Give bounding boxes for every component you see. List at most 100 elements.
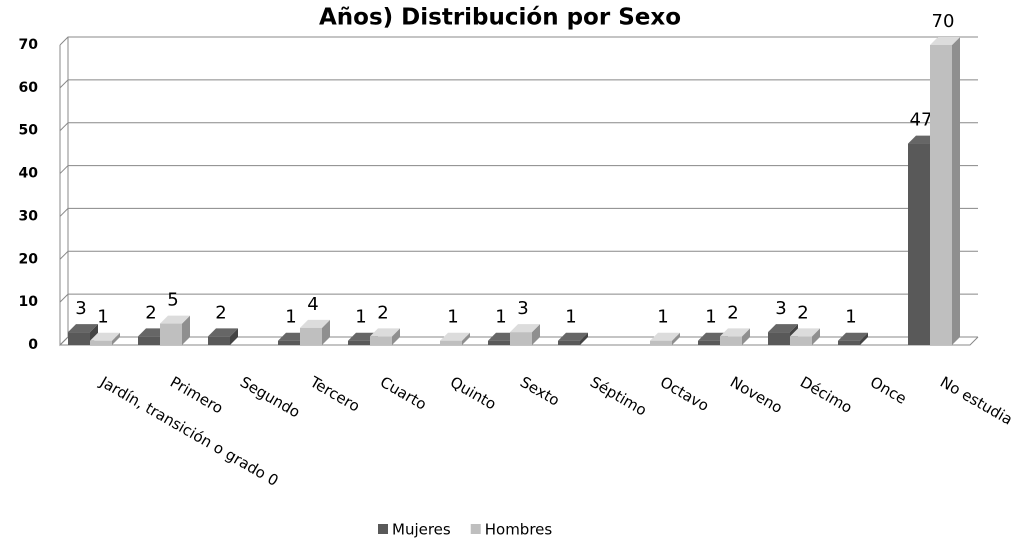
bar-top bbox=[208, 328, 238, 337]
x-tick-label: Quinto bbox=[447, 373, 499, 414]
grid-line bbox=[59, 79, 978, 89]
bar-top bbox=[160, 315, 190, 324]
y-tick-label: 40 bbox=[19, 166, 39, 182]
bar bbox=[160, 315, 190, 345]
bar-front bbox=[90, 340, 112, 345]
chart-title: Años) Distribución por Sexo bbox=[319, 5, 681, 31]
bar-top bbox=[370, 328, 400, 337]
bar-front bbox=[790, 336, 812, 345]
bar-top bbox=[440, 332, 470, 341]
bar-top bbox=[720, 328, 750, 337]
value-label: 3 bbox=[75, 298, 86, 319]
y-tick-label: 10 bbox=[19, 294, 39, 310]
bar bbox=[790, 328, 820, 345]
bar-front bbox=[138, 336, 160, 345]
grid-line bbox=[59, 122, 978, 132]
value-label: 5 bbox=[167, 290, 178, 311]
y-tick-label: 50 bbox=[19, 123, 39, 139]
bar-top bbox=[930, 37, 960, 45]
x-tick-label: Segundo bbox=[237, 373, 303, 422]
bar-side bbox=[392, 328, 400, 345]
value-label: 2 bbox=[145, 302, 156, 323]
bar bbox=[68, 324, 98, 345]
bar-top bbox=[68, 324, 98, 333]
bar-top bbox=[90, 332, 120, 341]
bar-top bbox=[838, 332, 868, 341]
grid-line bbox=[59, 165, 978, 174]
x-tick-label: Cuarto bbox=[377, 373, 430, 414]
value-label: 3 bbox=[517, 298, 528, 319]
x-tick-label: Sexto bbox=[517, 373, 563, 410]
bar bbox=[300, 319, 330, 345]
x-tick-label: Primero bbox=[167, 373, 226, 418]
bar bbox=[720, 328, 750, 345]
x-tick-label: Séptimo bbox=[587, 373, 650, 420]
value-label: 1 bbox=[565, 307, 576, 328]
value-label: 1 bbox=[845, 307, 856, 328]
bar bbox=[90, 332, 120, 345]
bar-side bbox=[230, 328, 238, 345]
bar-side bbox=[952, 37, 960, 345]
bar-front bbox=[720, 336, 742, 345]
bar-front bbox=[300, 327, 322, 345]
value-label: 1 bbox=[705, 307, 716, 328]
value-label: 1 bbox=[495, 307, 506, 328]
bar bbox=[930, 37, 960, 345]
y-tick-label: 0 bbox=[28, 337, 38, 353]
value-label: 2 bbox=[377, 302, 388, 323]
bar-side bbox=[860, 332, 868, 345]
bar-front bbox=[68, 332, 90, 345]
value-label: 4 bbox=[307, 294, 318, 315]
grid-line bbox=[59, 250, 978, 260]
legend-swatch bbox=[470, 524, 481, 534]
value-label: 1 bbox=[285, 307, 296, 328]
value-label: 1 bbox=[355, 307, 366, 328]
bar-front bbox=[698, 340, 720, 345]
value-label: 47 bbox=[910, 110, 933, 131]
bar-top bbox=[768, 324, 798, 333]
value-label: 1 bbox=[657, 307, 668, 328]
bar bbox=[370, 328, 400, 345]
grid-line bbox=[59, 36, 978, 46]
bar bbox=[838, 332, 868, 345]
x-tick-label: No estudia bbox=[937, 373, 1016, 429]
value-label: 2 bbox=[215, 302, 226, 323]
bar bbox=[558, 332, 588, 345]
bar-front bbox=[510, 332, 532, 345]
value-label: 2 bbox=[797, 302, 808, 323]
value-label: 1 bbox=[447, 307, 458, 328]
bar-side bbox=[742, 328, 750, 345]
bar-front bbox=[488, 340, 510, 345]
value-label: 1 bbox=[97, 307, 108, 328]
bar-top bbox=[558, 332, 588, 341]
y-tick-label: 70 bbox=[19, 37, 39, 53]
bar-side bbox=[580, 332, 588, 345]
bar bbox=[208, 328, 238, 345]
bar-top bbox=[650, 332, 680, 341]
value-label: 2 bbox=[727, 302, 738, 323]
x-tick-label: Once bbox=[867, 373, 910, 408]
bar-front bbox=[768, 332, 790, 345]
bar-front bbox=[160, 323, 182, 345]
bar-front bbox=[930, 45, 952, 345]
bar-side bbox=[322, 319, 330, 345]
bar-front bbox=[650, 340, 672, 345]
x-tick-label: Noveno bbox=[727, 373, 786, 417]
bar-top bbox=[300, 319, 330, 328]
bar-front bbox=[908, 143, 930, 345]
bar bbox=[440, 332, 470, 345]
bar-front bbox=[348, 340, 370, 345]
legend-swatch bbox=[378, 524, 388, 534]
grid-line bbox=[59, 293, 978, 303]
x-tick-label: Octavo bbox=[657, 373, 712, 415]
bar-top bbox=[510, 324, 540, 333]
bar-side bbox=[812, 328, 820, 345]
bar-top bbox=[790, 328, 820, 337]
x-tick-label: Décimo bbox=[797, 373, 855, 417]
bar-side bbox=[112, 332, 120, 345]
bar bbox=[510, 324, 540, 345]
bar-side bbox=[462, 332, 470, 345]
bar-front bbox=[370, 336, 392, 345]
value-label: 70 bbox=[932, 11, 955, 32]
